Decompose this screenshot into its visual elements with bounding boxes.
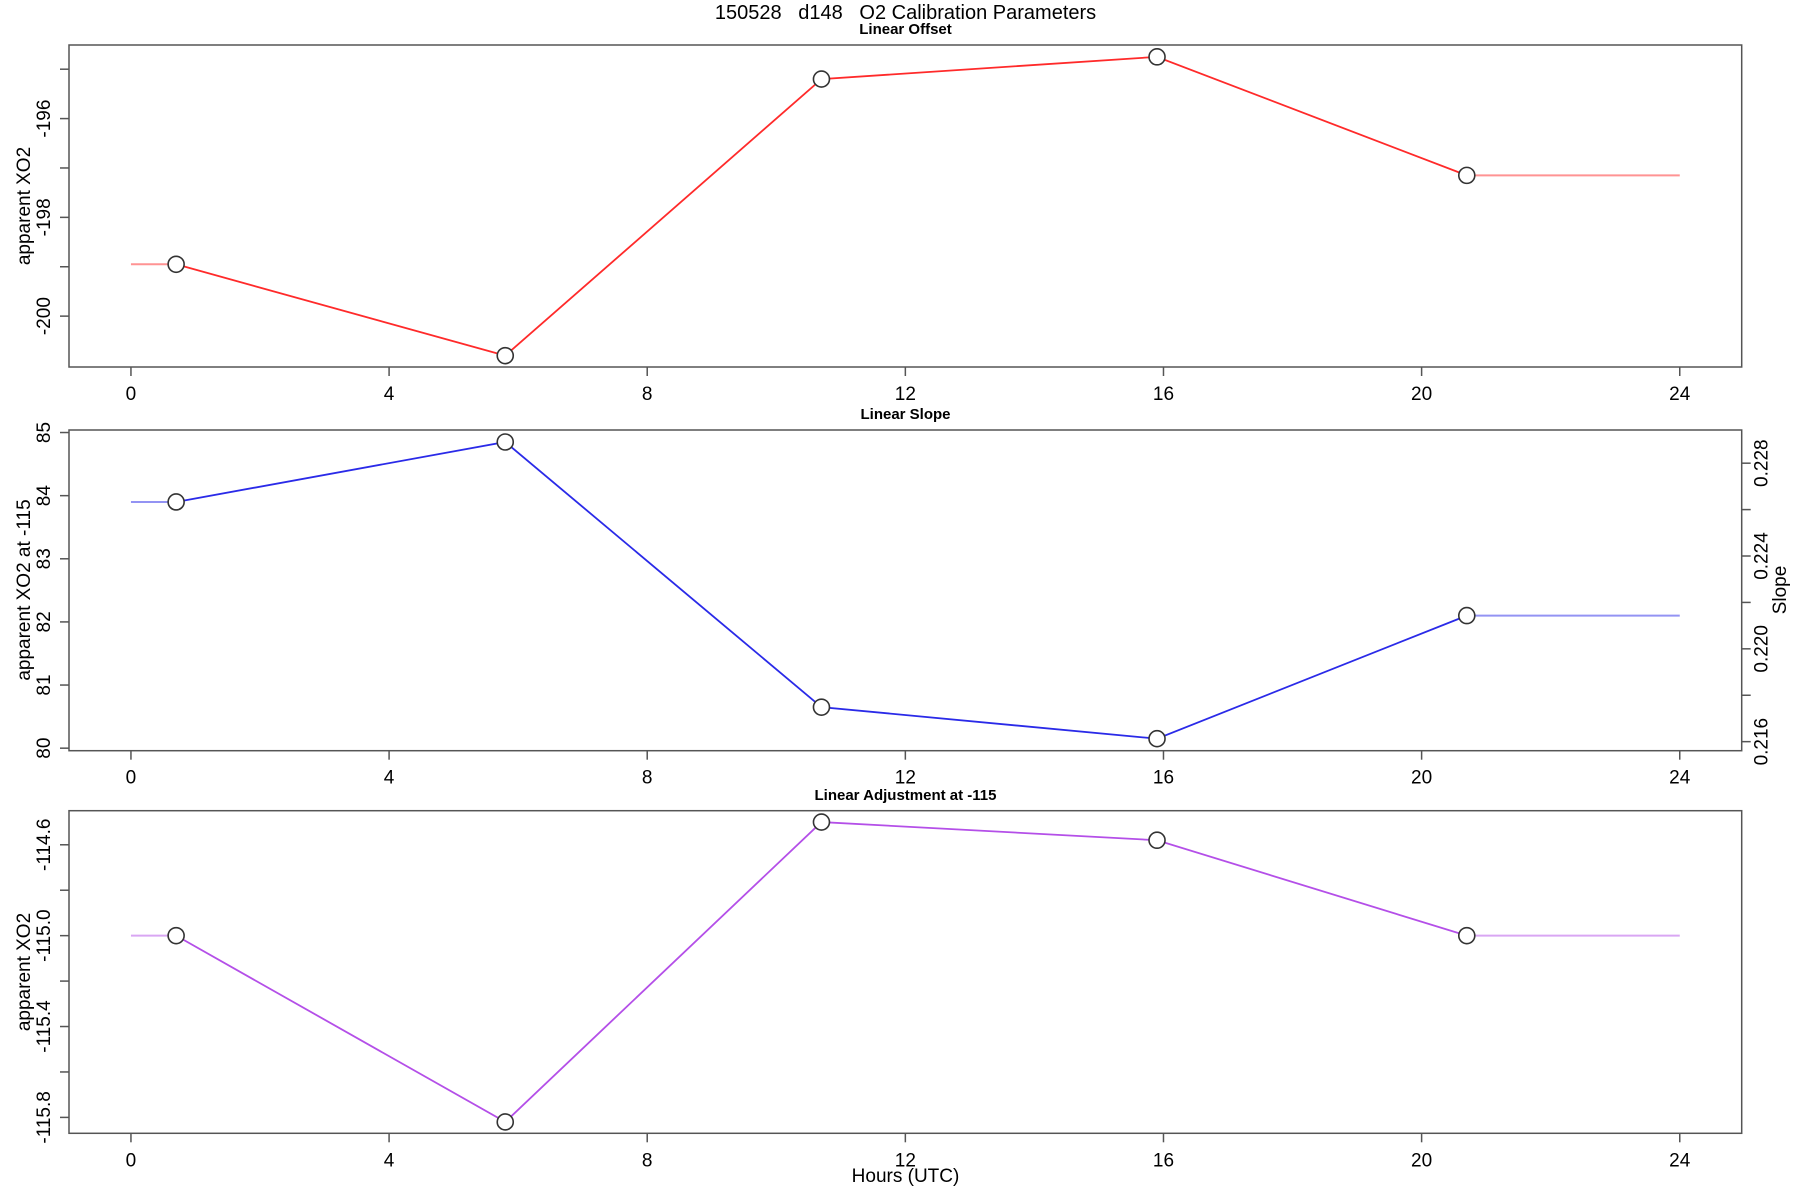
y-tick-label: -115.0 [34,909,55,961]
adjustment-data-point-marker [167,926,185,945]
x-tick-label: 0 [126,1150,137,1171]
y-axis-ticks: 80 81 82 83 84 85 [34,422,69,759]
x-tick-label: 8 [642,768,653,789]
x-axis-label: Hours (UTC) [851,1166,960,1187]
adjustment-data-point-marker [1457,926,1476,945]
y-tick-label: 85 [34,422,55,443]
offset-data-point-marker [1148,48,1166,66]
offset-data-point-marker [812,70,831,88]
x-axis-ticks: 0 4 8 12 16 20 24 [126,1133,1691,1171]
offset-series-line [175,55,1468,357]
x-tick-label: 16 [1153,384,1174,405]
x-axis-ticks: 0 4 8 12 16 20 24 [126,367,1691,405]
slope-data-point-marker [812,698,831,716]
x-tick-label: 12 [895,1150,916,1171]
offset-data-point-marker [1457,166,1476,185]
y-tick-label: -198 [34,198,55,236]
panel-linear-slope: 0 4 8 12 16 20 248081828384850.2160.2200.2240.… [34,422,1773,789]
adjustment-series-line [175,821,1468,1124]
y2-tick-label: 0.216 [1752,718,1773,766]
x-tick-label: 20 [1411,1150,1432,1171]
y-tick-label: 84 [34,485,55,507]
panel-linear-adjustment-at-115: 0 4 8 12 16 20 24 -114.6 -115.0 -115.4 -115.8 [34,809,1743,1171]
slope-data-point-marker [1457,606,1476,625]
x-tick-label: 16 [1153,1150,1174,1171]
adjustment-data-point-marker [812,813,831,831]
y-tick-label: 83 [34,548,55,569]
x-tick-label: 4 [384,384,395,405]
x-tick-label: 16 [1153,768,1174,789]
figure-title: 150528 d148 O2 Calibration Parameters [714,2,1097,24]
slope-data-point-marker [496,433,515,451]
y2-tick-label: 0.220 [1752,625,1773,673]
x-tick-label: 0 [126,768,137,789]
panel-border [68,809,1743,1135]
slope-data-point-marker [1148,729,1166,748]
panel-border [68,44,1743,368]
x-tick-label: 12 [895,768,916,789]
y-tick-label: -196 [34,100,55,138]
slope-data-point-marker [167,493,185,511]
adjustment-data-point-marker [1148,831,1166,850]
x-tick-label: 20 [1411,384,1432,405]
y-tick-label: -200 [34,297,55,335]
x-tick-label: 0 [126,384,137,405]
x-tick-label: 8 [642,1150,653,1171]
x-axis-ticks: 0 4 8 12 16 20 24 [126,750,1691,789]
y-tick-label: 81 [34,674,55,695]
offset-data-point-marker [167,255,185,274]
y-tick-label: 80 [34,738,55,759]
adjustment-data-point-marker [496,1113,515,1131]
x-tick-label: 4 [384,768,395,789]
x-tick-label: 4 [384,1150,395,1171]
y2-tick-label: 0.228 [1752,439,1773,487]
panel-title-linear-adjustment: Linear Adjustment at -115 [814,787,997,804]
panel-title-linear-offset: Linear Offset [859,21,952,38]
panel-border [68,429,1743,752]
y-tick-label: 82 [34,611,55,632]
x-tick-label: 12 [895,384,916,405]
panel-linear-offset: 0 4 8 12 16 20 24 -196 -198 -200 [34,44,1743,405]
y-tick-label: -115.4 [34,1000,55,1053]
x-tick-label: 24 [1669,768,1691,789]
x-tick-label: 24 [1669,384,1691,405]
slope-series-line [175,441,1468,740]
offset-data-point-marker [496,346,515,365]
y-axis-ticks: -114.6 -115.0 -115.4 -115.8 [34,819,69,1144]
y2-tick-label: 0.224 [1752,532,1773,580]
y2-axis-ticks: 0.216 0.220 0.224 0.228 [1741,439,1773,766]
y-tick-label: -115.8 [34,1091,55,1143]
x-tick-label: 8 [642,384,653,405]
y-tick-label: -114.6 [34,819,55,871]
x-tick-label: 20 [1411,768,1432,789]
x-tick-label: 24 [1669,1150,1691,1171]
y-axis-ticks: -196 -198 -200 [34,68,69,335]
panel-title-linear-slope: Linear Slope [860,406,951,423]
